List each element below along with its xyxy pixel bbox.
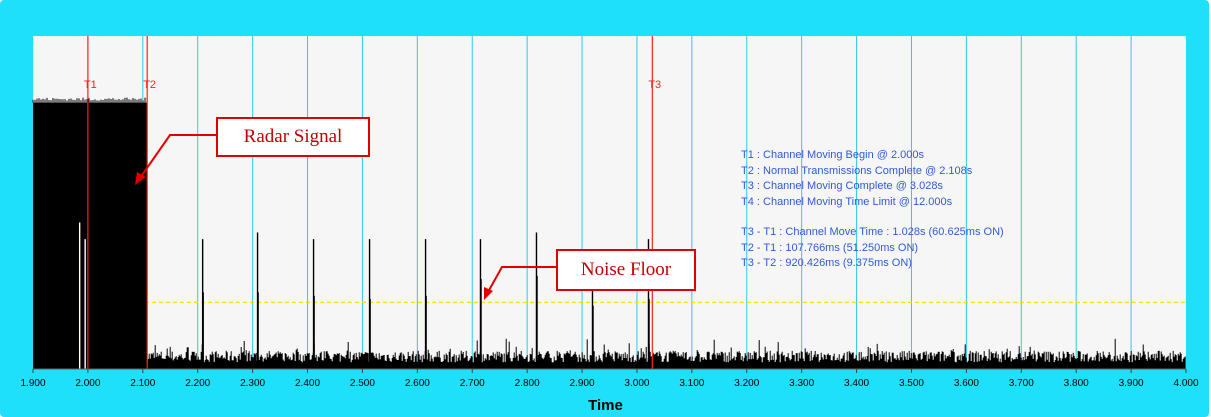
x-tick-label: 2.800 (515, 378, 540, 389)
annotation-t3: T3 : Channel Moving Complete @ 3.028s (741, 180, 943, 192)
noise-floor-callout: Noise Floor (556, 249, 696, 291)
annotation-t1: T1 : Channel Moving Begin @ 2.000s (741, 149, 924, 161)
x-tick-label: 3.000 (624, 378, 649, 389)
x-tick-label: 2.100 (130, 378, 155, 389)
x-tick-label: 3.700 (1009, 378, 1034, 389)
x-axis: 1.900 2.000 2.100 2.200 2.300 2.400 2.500 2.600… (20, 368, 1199, 389)
x-tick-label: 2.900 (570, 378, 595, 389)
x-tick-label: 2.500 (350, 378, 375, 389)
x-tick-label: 3.400 (844, 378, 869, 389)
x-tick-label: 2.000 (75, 378, 100, 389)
annotation-t3-t2: T3 - T2 : 920.426ms (9.375ms ON) (741, 257, 912, 269)
x-tick-label: 3.800 (1064, 378, 1089, 389)
noise-arrow-head (484, 287, 493, 300)
x-tick-label: 2.300 (240, 378, 265, 389)
noise-arrow-shaft (487, 266, 556, 293)
x-axis-label: Time (588, 397, 623, 414)
radar-burst (33, 102, 148, 369)
marker-label-t1: T1 (84, 79, 97, 91)
x-tick-label: 3.100 (679, 378, 704, 389)
plot-area (33, 36, 1186, 369)
grid (87, 36, 1132, 369)
marker-label-t3: T3 (648, 79, 661, 91)
x-tick-label: 2.600 (405, 378, 430, 389)
radar-arrow-shaft (139, 134, 216, 179)
radar-burst-edge (32, 97, 148, 103)
signal-trace (32, 97, 1186, 369)
annotation-t2-t1: T2 - T1 : 107.766ms (51.250ms ON) (741, 241, 919, 254)
radar-arrow-head (135, 172, 146, 185)
annotation-t2: T2 : Normal Transmissions Complete @ 2.1… (741, 164, 973, 177)
x-tick-label: 3.900 (1119, 378, 1144, 389)
marker-label-t2: T2 (143, 79, 156, 91)
annotation-t3-t1: T3 - T1 : Channel Move Time : 1.028s (60… (741, 226, 1004, 238)
annotation-panel: T1 : Channel Moving Begin @ 2.000s T2 : … (741, 148, 1004, 272)
x-tick-label: 3.500 (899, 378, 924, 389)
callout-arrows (135, 134, 556, 300)
x-tick-label: 2.200 (185, 378, 210, 389)
time-markers: T1 T2 T3 (84, 36, 661, 369)
radar-signal-callout: Radar Signal (216, 117, 370, 157)
x-tick-label: 1.900 (20, 378, 45, 389)
annotation-t4: T4 : Channel Moving Time Limit @ 12.000s (741, 195, 953, 208)
x-tick-label: 4.000 (1173, 378, 1198, 389)
x-tick-label: 2.700 (460, 378, 485, 389)
x-tick-label: 2.400 (295, 378, 320, 389)
x-tick-label: 3.600 (954, 378, 979, 389)
x-tick-label: 3.300 (789, 378, 814, 389)
x-tick-label: 3.200 (734, 378, 759, 389)
